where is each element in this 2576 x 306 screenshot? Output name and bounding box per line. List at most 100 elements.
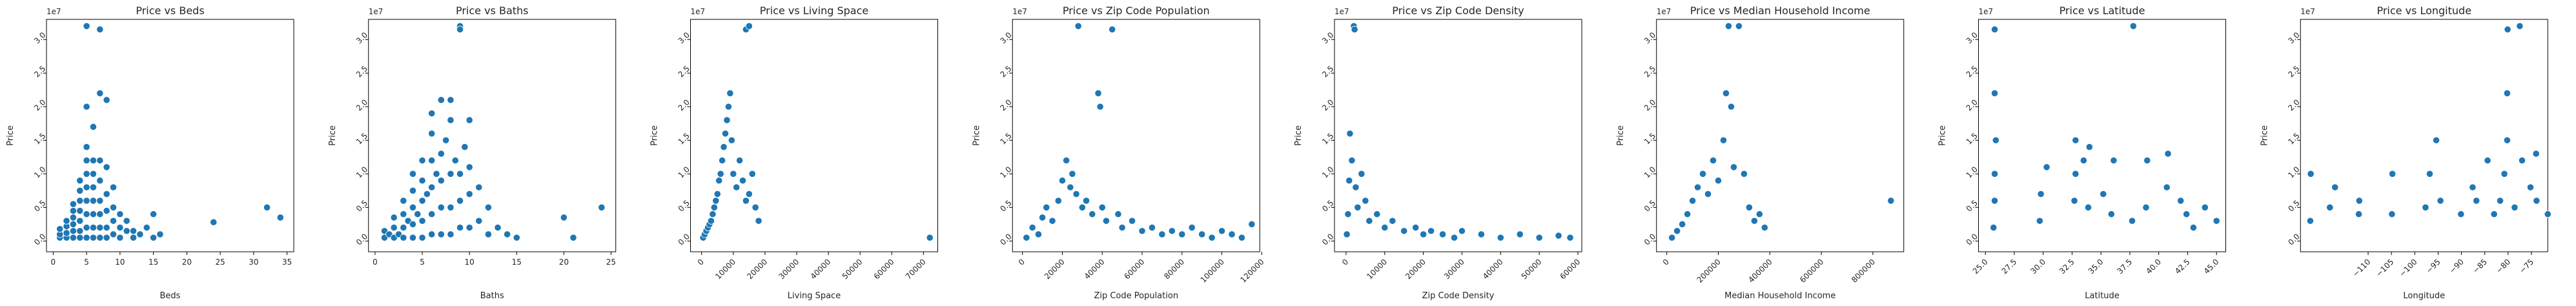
chart-title: Price vs Latitude [2060,5,2145,17]
scatter-point [707,217,715,225]
scatter-point [1714,177,1722,185]
y-tick-label: 1.0 [1320,165,1335,179]
scatter-point [1043,203,1050,211]
scatter-point [1038,214,1047,221]
scatter-point [504,230,511,238]
scatter-point [1458,227,1466,235]
x-tick-label: 400000 [1746,257,1774,284]
scatter-point [2504,26,2511,34]
x-tick-label: 0 [51,258,56,267]
scatter-point [926,234,934,241]
scatter-point [1208,234,1216,241]
scatter-point [96,89,104,97]
x-axis-label: Median Household Income [1724,291,1835,301]
y-tick-label: 0.0 [32,232,47,247]
x-tick-label: 40000 [809,257,833,281]
y-tick-label: 1.5 [677,131,691,146]
scatter-point [437,96,445,104]
scatter-point [1352,183,1360,191]
y-tick-label: 2.0 [2286,97,2301,112]
scatter-point [69,227,77,235]
scatter-point [83,210,90,218]
scatter-point [437,177,445,185]
scatter-point [1082,197,1090,205]
scatter-point [89,210,97,218]
scatter-point [418,197,426,205]
x-tick-label: 30000 [777,257,801,281]
scatter-point [2500,170,2508,178]
scatter-point [428,183,436,191]
scatter-point [475,183,483,191]
y-tick-label: 2.5 [32,64,47,79]
scatter-point [1412,223,1420,232]
scatter-point [2085,143,2093,151]
scatter-point [1109,26,1116,34]
x-tick-label: 600000 [1798,257,1825,284]
y-axis-label: Price [972,125,981,146]
y-tick-label: 2.0 [1965,97,1979,112]
scatter-point [69,214,77,221]
scatter-point [1034,230,1043,238]
scatter-point [1727,103,1735,110]
scatter-point [1373,210,1381,218]
scatter-point [390,214,398,221]
scatter-point [409,203,417,211]
scatter-point [1477,230,1486,238]
scatter-point [1724,22,1733,30]
scatter-point [390,223,398,232]
scatter-point [428,130,436,138]
scatter-point [1389,217,1396,225]
y-tick-label: 3.0 [677,30,691,45]
x-tick-label: 27.5 [2000,257,2019,276]
scatter-point [1168,227,1176,235]
scatter-point [1346,130,1354,138]
scatter-point [2128,217,2136,225]
scatter-point [96,197,104,205]
scatter-point [409,220,417,228]
scatter-point [1400,227,1408,235]
scatter-point [751,203,759,211]
y-tick-label: 1.0 [2286,165,2301,179]
scatter-point [1118,223,1126,232]
y-tick-label: 0.0 [677,232,691,247]
x-tick-label: 200000 [1695,257,1722,284]
scatter-point [1023,234,1030,241]
scatter-point [103,163,110,171]
x-tick-label: −110 [2351,257,2372,278]
scatter-point [2496,197,2504,205]
scatter-point [409,170,417,178]
y-tick-label: 2.5 [354,64,369,79]
scatter-point [2326,203,2334,211]
scatter-point [2036,217,2043,225]
scatter-point [2110,156,2118,165]
scatter-point [1673,227,1681,235]
scatter-point [2526,183,2535,191]
y-tick-label: 0.5 [1642,198,1657,213]
scatter-point [76,234,84,241]
scatter-point [513,234,520,241]
scatter-point [83,170,90,178]
y-tick-label: 0.0 [2286,232,2301,247]
scatter-point [76,207,84,215]
scatter-subplot: Price vs Zip Code Density 1e7 0.0 0.5 1.0 1.5… [1294,5,1582,301]
scatter-point [755,217,762,225]
y-offset-label: 1e7 [1657,7,1671,16]
scatter-point [437,230,445,238]
y-tick-label: 0.5 [354,198,369,213]
scatter-point [2072,170,2080,178]
axes-frame [1656,19,1905,252]
x-tick-label: 10000 [713,257,737,281]
scatter-point [1438,230,1447,238]
scatter-point [437,150,445,158]
y-tick-label: 2.0 [32,97,47,112]
axes-frame [1334,19,1582,252]
scatter-point [2469,183,2477,191]
scatter-point [2518,156,2526,165]
scatter-point [428,156,436,165]
scatter-point [475,217,483,225]
scatter-point [1228,230,1236,238]
scatter-point [1516,230,1524,238]
scatter-point [1735,22,1743,30]
scatter-point [69,200,77,208]
scatter-point [465,223,473,232]
